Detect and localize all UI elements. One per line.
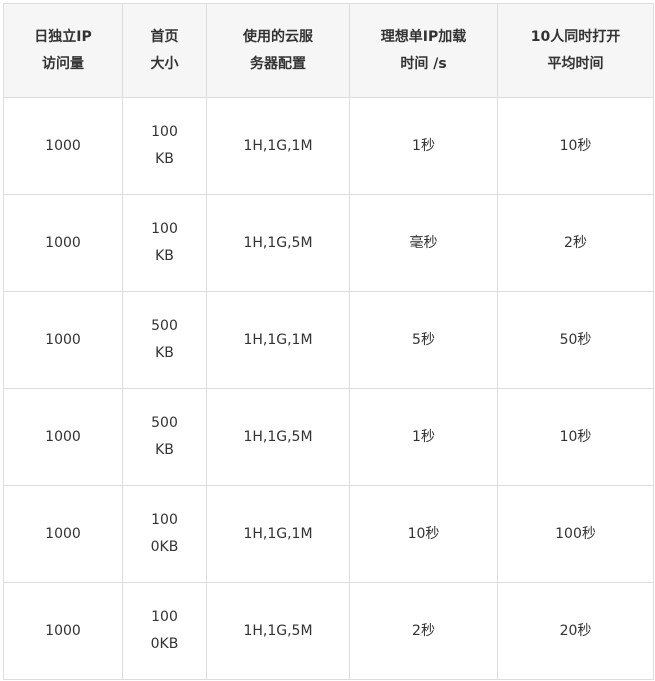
- cell-avg-time: 2秒: [497, 194, 654, 292]
- data-table: 日独立IP 访问量 首页 大小 使用的云服 务器配置 理想单IP加载 时间 /s…: [3, 3, 654, 680]
- cell-ideal-load-time: 毫秒: [349, 194, 498, 292]
- cell-ideal-load-time: 10秒: [349, 485, 498, 583]
- cell-page-size: 100 0KB: [122, 582, 207, 680]
- header-row: 日独立IP 访问量 首页 大小 使用的云服 务器配置 理想单IP加载 时间 /s…: [3, 3, 654, 98]
- cell-avg-time: 10秒: [497, 97, 654, 195]
- table-row: 1000 100 0KB 1H,1G,1M 10秒 100秒: [3, 485, 654, 583]
- header-avg-time-10-users: 10人同时打开 平均时间: [497, 3, 654, 98]
- cell-daily-ip: 1000: [3, 291, 123, 389]
- cell-avg-time: 10秒: [497, 388, 654, 486]
- table-row: 1000 100 KB 1H,1G,5M 毫秒 2秒: [3, 194, 654, 292]
- cell-daily-ip: 1000: [3, 582, 123, 680]
- cell-server-config: 1H,1G,5M: [206, 194, 350, 292]
- cell-daily-ip: 1000: [3, 388, 123, 486]
- header-server-config: 使用的云服 务器配置: [206, 3, 350, 98]
- cell-avg-time: 50秒: [497, 291, 654, 389]
- table-row: 1000 500 KB 1H,1G,5M 1秒 10秒: [3, 388, 654, 486]
- cell-avg-time: 100秒: [497, 485, 654, 583]
- cell-ideal-load-time: 5秒: [349, 291, 498, 389]
- table-row: 1000 100 KB 1H,1G,1M 1秒 10秒: [3, 97, 654, 195]
- cell-page-size: 500 KB: [122, 291, 207, 389]
- cell-server-config: 1H,1G,5M: [206, 582, 350, 680]
- cell-server-config: 1H,1G,1M: [206, 291, 350, 389]
- cell-server-config: 1H,1G,5M: [206, 388, 350, 486]
- cell-page-size: 100 0KB: [122, 485, 207, 583]
- cell-ideal-load-time: 1秒: [349, 97, 498, 195]
- header-page-size: 首页 大小: [122, 3, 207, 98]
- cell-page-size: 500 KB: [122, 388, 207, 486]
- cell-ideal-load-time: 2秒: [349, 582, 498, 680]
- cell-ideal-load-time: 1秒: [349, 388, 498, 486]
- header-ideal-load-time: 理想单IP加载 时间 /s: [349, 3, 498, 98]
- cell-page-size: 100 KB: [122, 97, 207, 195]
- cell-server-config: 1H,1G,1M: [206, 97, 350, 195]
- cell-daily-ip: 1000: [3, 485, 123, 583]
- cell-daily-ip: 1000: [3, 97, 123, 195]
- cell-page-size: 100 KB: [122, 194, 207, 292]
- cell-server-config: 1H,1G,1M: [206, 485, 350, 583]
- cell-avg-time: 20秒: [497, 582, 654, 680]
- cell-daily-ip: 1000: [3, 194, 123, 292]
- table-row: 1000 500 KB 1H,1G,1M 5秒 50秒: [3, 291, 654, 389]
- table-row: 1000 100 0KB 1H,1G,5M 2秒 20秒: [3, 582, 654, 680]
- header-daily-ip: 日独立IP 访问量: [3, 3, 123, 98]
